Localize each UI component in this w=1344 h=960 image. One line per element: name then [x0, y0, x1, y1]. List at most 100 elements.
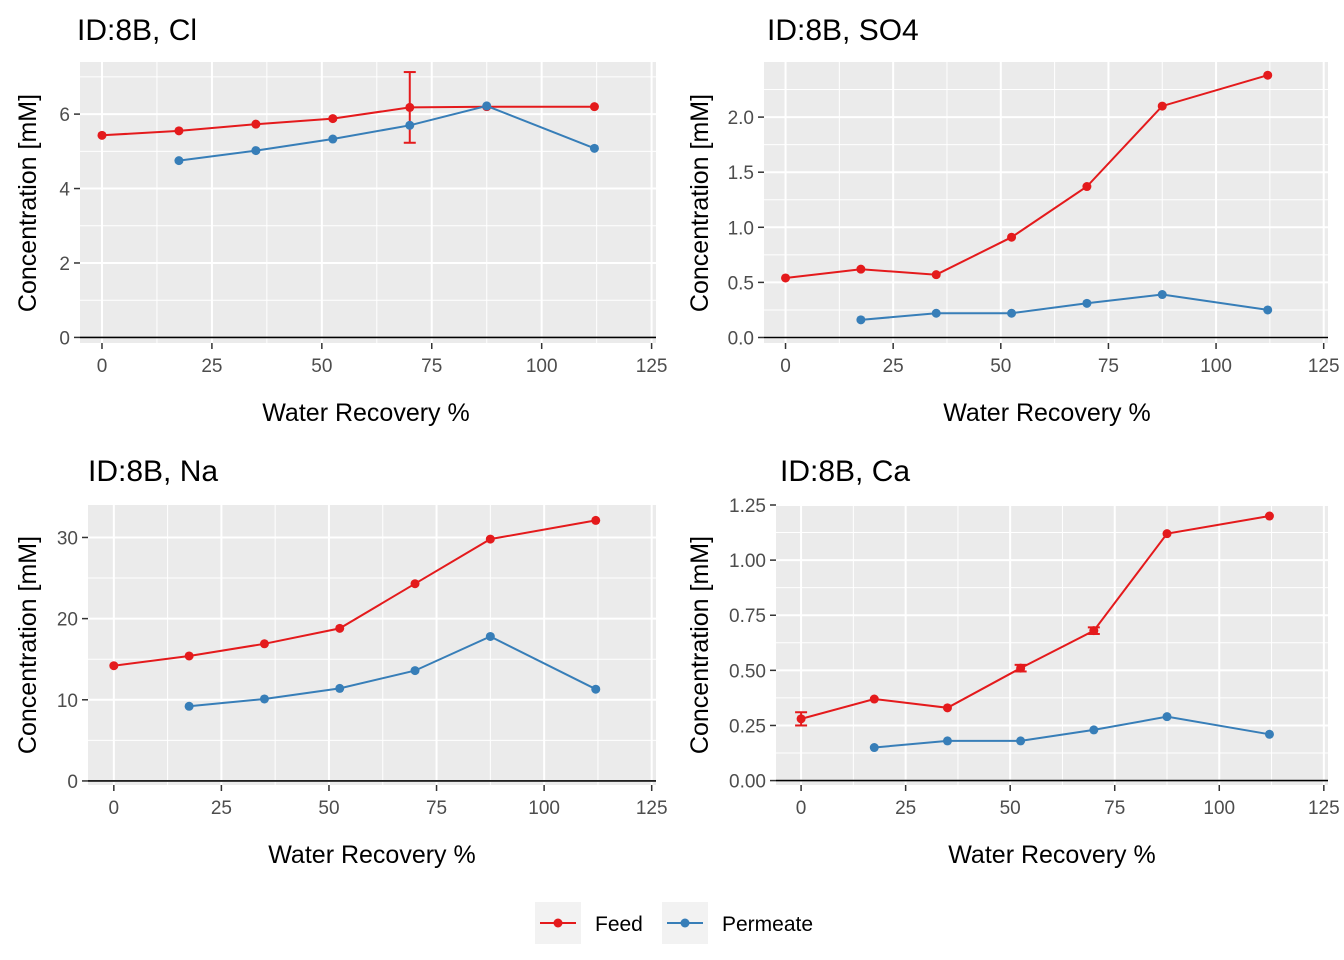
point-feed — [1089, 626, 1099, 636]
x-axis-label: Water Recovery % — [268, 841, 475, 869]
point-feed — [174, 126, 184, 136]
panel-4: 0 25 50 75 100 125 0.00 0.25 0.50 0.75 1.00 1.25 ID:… — [686, 455, 1340, 869]
point-permeate — [1162, 712, 1172, 722]
point-feed — [335, 623, 345, 633]
series-line-permeate — [874, 715, 1270, 749]
point-permeate — [1082, 298, 1092, 308]
point-feed — [1263, 70, 1273, 80]
x-tick-label: 25 — [201, 356, 222, 377]
x-axis-label: Water Recovery % — [948, 841, 1155, 869]
series-line-permeate — [189, 635, 597, 708]
x-tick-label: 50 — [1000, 798, 1021, 819]
point-feed — [781, 273, 791, 283]
x-tick-label: 25 — [883, 356, 904, 377]
y-tick-label: 0.00 — [729, 772, 766, 793]
point-feed — [410, 579, 420, 589]
x-tick-label: 75 — [426, 798, 447, 819]
x-tick-label: 25 — [895, 798, 916, 819]
y-tick-label: 30 — [57, 528, 78, 549]
point-feed — [1264, 511, 1274, 521]
panel-background — [776, 505, 1328, 785]
point-permeate — [184, 701, 194, 711]
point-permeate — [174, 156, 184, 166]
point-permeate — [259, 694, 269, 704]
point-feed — [869, 694, 879, 704]
y-tick-label: 0.25 — [729, 716, 766, 737]
point-feed — [485, 534, 495, 544]
point-feed — [591, 515, 601, 525]
y-tick-label: 1.0 — [728, 218, 754, 239]
y-tick-label: 2.0 — [728, 108, 754, 129]
point-permeate — [1263, 305, 1273, 315]
point-permeate — [1157, 290, 1167, 300]
x-tick-label: 0 — [97, 356, 108, 377]
panel-1: 0 25 50 75 100 125 0 2 4 6 ID:8B, Cl Water Recovery… — [14, 14, 667, 427]
point-permeate — [1007, 308, 1017, 318]
point-permeate — [1089, 725, 1099, 735]
point-feed — [942, 703, 952, 713]
series-line-permeate — [860, 293, 1268, 321]
panel-background — [80, 62, 656, 343]
panel-title: ID:8B, Ca — [780, 455, 910, 488]
y-axis-label: Concentration [mM] — [686, 94, 714, 312]
point-permeate — [251, 146, 261, 156]
panel-2: 0 25 50 75 100 125 0.0 0.5 1.0 1.5 2.0 ID:8B, SO4 Wa… — [686, 14, 1340, 427]
y-tick-label: 0.50 — [729, 661, 766, 682]
panel-background — [764, 62, 1328, 343]
y-tick-label: 0.0 — [728, 328, 754, 349]
y-axis-label: Concentration [mM] — [14, 536, 42, 754]
x-tick-label: 125 — [636, 356, 668, 377]
point-feed — [1007, 232, 1017, 242]
point-permeate — [485, 631, 495, 641]
legend-item-permeate: Permeate — [662, 902, 813, 944]
y-tick-label: 0.5 — [728, 273, 754, 294]
y-tick-label: 10 — [57, 691, 78, 712]
x-tick-label: 100 — [1200, 356, 1232, 377]
y-tick-label: 20 — [57, 610, 78, 631]
point-permeate — [856, 315, 866, 325]
point-feed — [796, 714, 806, 724]
legend-key-feed-point — [553, 918, 563, 928]
y-tick-label: 0.75 — [729, 606, 766, 627]
x-tick-label: 125 — [1308, 798, 1340, 819]
x-tick-label: 75 — [1098, 356, 1119, 377]
point-feed — [1157, 101, 1167, 111]
point-permeate — [335, 683, 345, 693]
panel-background — [88, 505, 656, 785]
point-feed — [109, 661, 119, 671]
x-tick-label: 50 — [990, 356, 1011, 377]
x-tick-label: 125 — [1308, 356, 1340, 377]
x-axis-label: Water Recovery % — [943, 399, 1150, 427]
point-permeate — [931, 308, 941, 318]
point-feed — [931, 270, 941, 280]
y-tick-label: 1.25 — [729, 496, 766, 517]
x-tick-label: 100 — [1203, 798, 1235, 819]
x-tick-label: 0 — [780, 356, 791, 377]
point-feed — [1082, 182, 1092, 192]
point-feed — [251, 119, 261, 129]
point-permeate — [591, 684, 601, 694]
point-permeate — [869, 743, 879, 753]
legend: Feed Permeate — [535, 902, 813, 944]
panel-title: ID:8B, SO4 — [767, 14, 919, 47]
point-feed — [1162, 529, 1172, 539]
point-feed — [97, 130, 107, 140]
point-feed — [259, 639, 269, 649]
legend-item-feed: Feed — [535, 902, 643, 944]
point-permeate — [1264, 729, 1274, 739]
panel-3: 0 25 50 75 100 125 0 10 20 30 ID:8B, Na Water Recov… — [14, 455, 668, 869]
point-permeate — [410, 666, 420, 676]
x-tick-label: 125 — [636, 798, 668, 819]
x-tick-label: 50 — [311, 356, 332, 377]
panel-title: ID:8B, Cl — [77, 14, 197, 47]
point-permeate — [482, 101, 492, 111]
point-feed — [405, 102, 415, 112]
y-tick-label: 0 — [59, 328, 70, 349]
point-permeate — [328, 134, 338, 144]
legend-label-feed: Feed — [595, 913, 643, 936]
y-tick-label: 2 — [59, 254, 70, 275]
point-permeate — [942, 736, 952, 746]
y-axis-label: Concentration [mM] — [686, 536, 714, 754]
point-feed — [184, 651, 194, 661]
